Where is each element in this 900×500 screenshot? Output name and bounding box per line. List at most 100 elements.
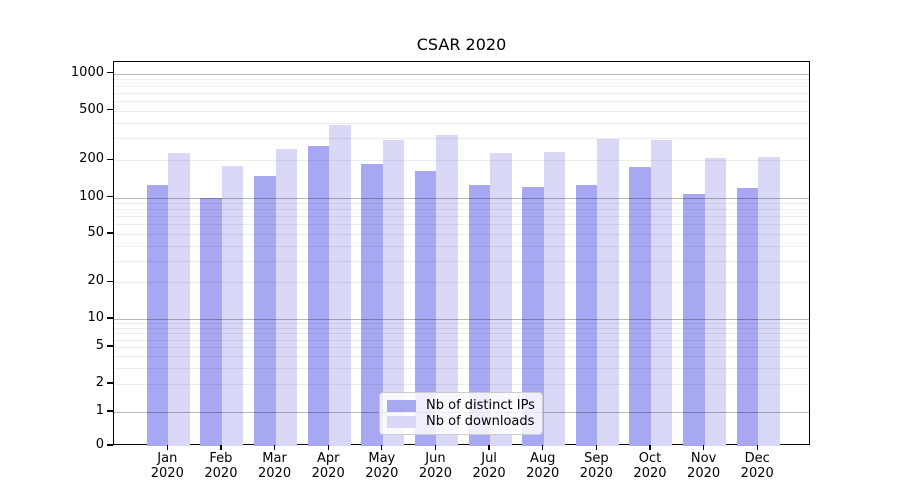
gridline-90 [114, 203, 809, 205]
x-tick-mark-oct [649, 445, 651, 450]
x-tick-year: 2020 [150, 466, 184, 481]
x-tick-label-jul: Jul 2020 [459, 451, 519, 481]
x-tick-label-aug: Aug 2020 [513, 451, 573, 481]
legend-item-distinct-ips: Nb of distinct IPs [387, 398, 535, 413]
x-tick-label-jan: Jan 2020 [137, 451, 197, 481]
y-tick-mark-10 [107, 317, 113, 319]
x-tick-mark-aug [542, 445, 544, 450]
bar-nb-of-distinct-ips-jun [414, 170, 437, 446]
x-tick-month: Jan [157, 451, 178, 466]
gridline-1000 [114, 73, 809, 75]
x-tick-year: 2020 [687, 466, 721, 481]
bar-nb-of-downloads-aug [543, 151, 566, 446]
bar-nb-of-distinct-ips-oct [629, 166, 651, 446]
gridline-400 [114, 122, 809, 124]
y-tick-mark-1000 [107, 71, 113, 74]
gridline-200 [114, 160, 809, 162]
gridline-500 [114, 110, 809, 112]
gridline-5 [114, 346, 809, 348]
gridline-20 [114, 282, 809, 284]
x-tick-label-mar: Mar 2020 [245, 451, 305, 481]
x-tick-year: 2020 [311, 466, 345, 481]
y-tick-label-10: 10 [87, 310, 104, 325]
bar-nb-of-downloads-dec [758, 157, 780, 446]
x-tick-month: Jun [425, 451, 446, 466]
x-tick-mark-jul [488, 445, 490, 450]
y-tick-mark-2 [107, 382, 113, 384]
gridline-7 [114, 333, 809, 335]
y-tick-mark-50 [107, 232, 113, 234]
gridline-3 [114, 367, 809, 369]
x-tick-year: 2020 [526, 466, 560, 481]
y-tick-mark-200 [107, 158, 113, 160]
bar-nb-of-downloads-feb [221, 165, 244, 446]
gridline-80 [114, 209, 809, 211]
y-tick-label-1: 1 [95, 403, 104, 418]
grid-layer [114, 62, 809, 444]
bar-nb-of-distinct-ips-sep [575, 184, 598, 446]
y-tick-label-5: 5 [95, 337, 104, 353]
x-tick-month: May [368, 451, 396, 466]
y-tick-label-0: 0 [95, 437, 104, 452]
bar-nb-of-distinct-ips-dec [736, 187, 759, 446]
x-tick-month: Nov [690, 451, 717, 466]
x-tick-year: 2020 [633, 466, 667, 481]
y-tick-label-1000: 1000 [70, 64, 104, 80]
x-tick-label-nov: Nov 2020 [674, 451, 734, 481]
x-tick-month: Aug [530, 451, 556, 466]
x-tick-mark-apr [327, 445, 329, 450]
gridline-4 [114, 356, 809, 357]
x-tick-year: 2020 [472, 466, 506, 481]
x-tick-label-feb: Feb 2020 [191, 451, 251, 481]
gridline-30 [114, 261, 809, 263]
x-tick-mark-dec [756, 445, 758, 450]
gridline-60 [114, 224, 809, 226]
x-tick-year: 2020 [579, 466, 613, 481]
x-tick-year: 2020 [204, 466, 238, 481]
y-tick-label-100: 100 [79, 188, 104, 204]
y-tick-mark-100 [107, 195, 113, 198]
bar-nb-of-distinct-ips-feb [200, 197, 222, 446]
x-tick-mark-nov [703, 445, 705, 450]
bar-nb-of-downloads-oct [650, 140, 673, 446]
x-tick-month: Feb [209, 451, 233, 466]
y-tick-label-500: 500 [79, 101, 104, 117]
bar-nb-of-downloads-apr [329, 125, 351, 446]
x-tick-label-jun: Jun 2020 [405, 451, 465, 481]
y-tick-label-2: 2 [95, 375, 104, 390]
gridline-40 [114, 245, 809, 247]
y-tick-mark-5 [107, 345, 113, 347]
x-tick-label-may: May 2020 [352, 451, 412, 481]
x-tick-mark-feb [220, 445, 222, 450]
bar-nb-of-downloads-may [382, 139, 405, 446]
chart-title: CSAR 2020 [416, 35, 507, 54]
legend-swatch-distinct-ips [387, 399, 416, 412]
bar-nb-of-downloads-jul [490, 153, 512, 446]
y-tick-mark-1 [107, 410, 113, 412]
y-tick-label-50: 50 [87, 225, 104, 241]
bars-layer [114, 62, 809, 446]
gridline-700 [114, 92, 809, 94]
bar-nb-of-distinct-ips-apr [307, 146, 330, 446]
gridline-50 [114, 234, 809, 236]
bar-nb-of-downloads-nov [704, 157, 727, 446]
bar-nb-of-distinct-ips-jan [146, 185, 169, 446]
y-tick-mark-500 [107, 109, 113, 111]
x-tick-mark-jun [434, 445, 437, 450]
gridline-2 [114, 384, 809, 385]
plot-area [113, 61, 810, 446]
x-tick-mark-jan [166, 445, 168, 450]
gridline-6 [114, 339, 809, 341]
y-tick-label-20: 20 [87, 273, 104, 289]
gridline-10 [114, 319, 809, 320]
x-tick-year: 2020 [365, 466, 399, 481]
legend: Nb of distinct IPs Nb of downloads [379, 392, 543, 435]
x-tick-year: 2020 [418, 466, 452, 481]
bar-nb-of-downloads-jan [168, 153, 190, 446]
y-tick-label-200: 200 [79, 151, 104, 167]
y-tick-mark-0 [107, 444, 113, 446]
x-tick-month: Jul [481, 451, 497, 466]
bar-nb-of-downloads-jun [436, 135, 458, 446]
gridline-8 [114, 328, 809, 329]
